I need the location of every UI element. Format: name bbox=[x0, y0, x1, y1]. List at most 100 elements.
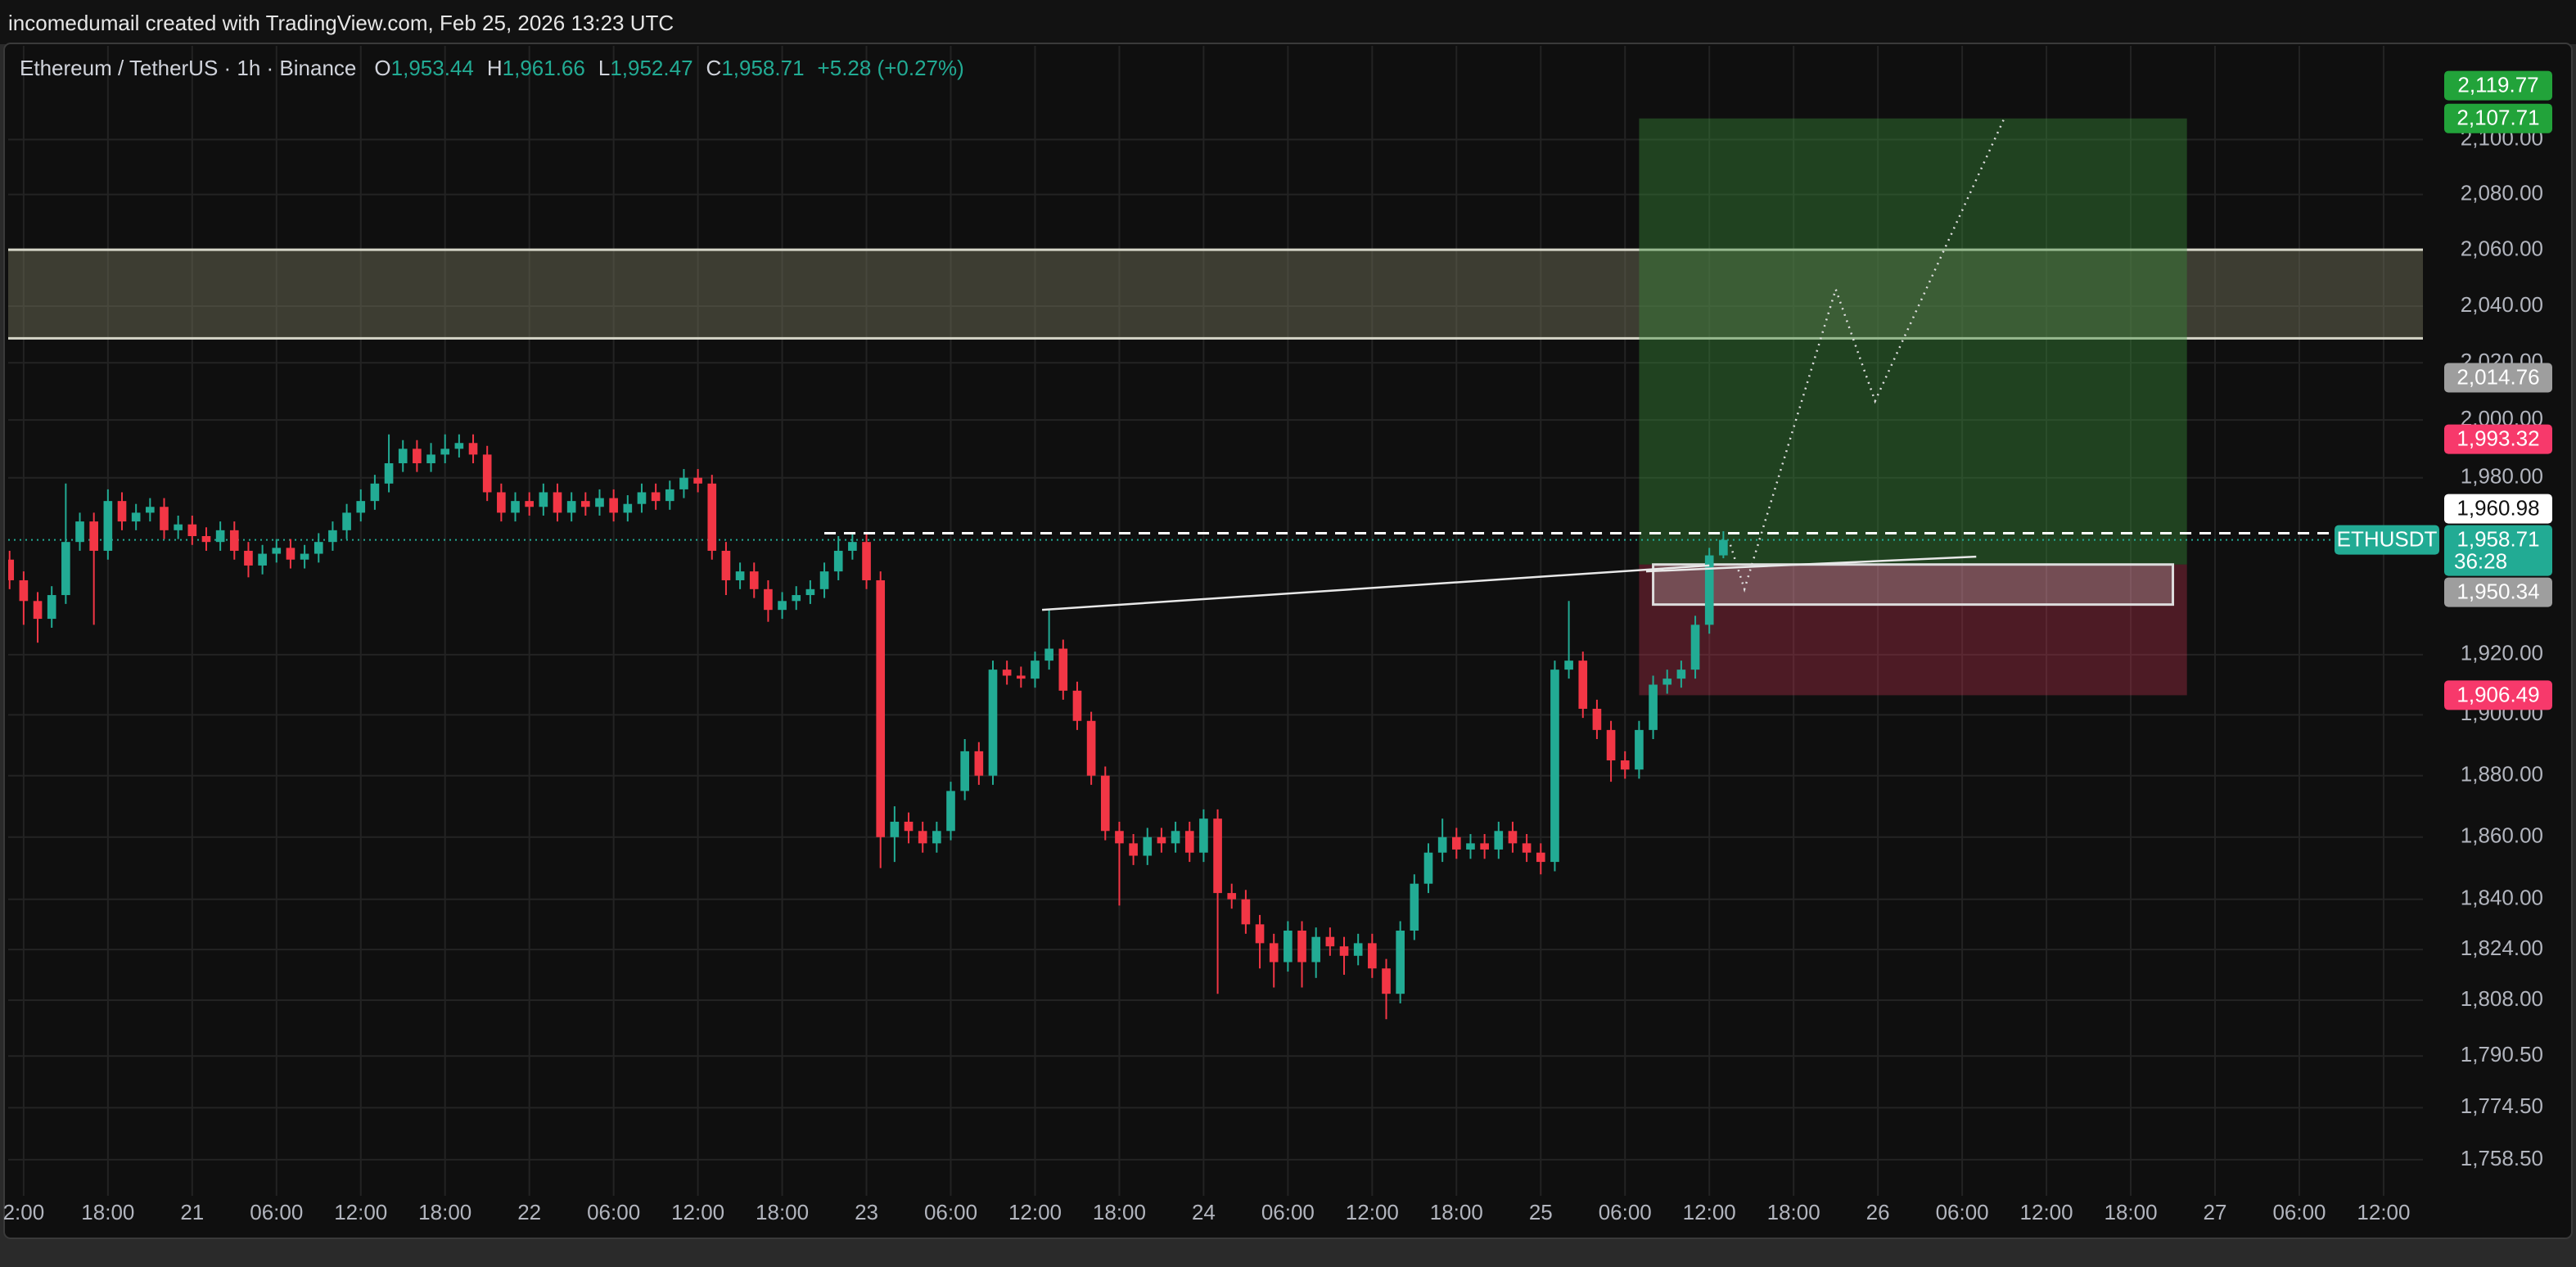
loss-zone bbox=[1639, 564, 2187, 696]
candle-body bbox=[553, 492, 562, 513]
candle-body bbox=[749, 571, 759, 589]
candle-body bbox=[229, 530, 239, 551]
candle-body bbox=[300, 553, 309, 560]
candle-body bbox=[511, 501, 520, 513]
top-bar bbox=[0, 0, 2576, 44]
candle-body bbox=[539, 492, 548, 507]
candle-body bbox=[89, 521, 99, 551]
x-tick-label: 18:00 bbox=[418, 1200, 471, 1224]
x-tick-label: 18:00 bbox=[81, 1200, 134, 1224]
candle-body bbox=[1662, 679, 1672, 685]
candle-body bbox=[1382, 968, 1391, 994]
x-tick-label: 06:00 bbox=[924, 1200, 977, 1224]
candle-body bbox=[1676, 670, 1686, 679]
price-label: 1,993.32 bbox=[2456, 426, 2539, 450]
legend-change: +5.28 (+0.27%) bbox=[818, 56, 964, 80]
x-tick-label: 21 bbox=[180, 1200, 204, 1224]
candle-body bbox=[1002, 670, 1012, 676]
candle-body bbox=[1522, 843, 1532, 853]
price-label: 2,119.77 bbox=[2457, 73, 2538, 97]
candle-body bbox=[1044, 648, 1053, 661]
candle-body bbox=[1550, 670, 1559, 863]
y-tick-label: 2,040.00 bbox=[2461, 292, 2543, 317]
y-tick-label: 1,880.00 bbox=[2461, 762, 2543, 787]
candle-body bbox=[1184, 831, 1194, 853]
candle-body bbox=[623, 503, 633, 513]
candle-body bbox=[1283, 931, 1293, 963]
legend: Ethereum / TetherUS · 1h · Binance O1,953… bbox=[20, 56, 964, 80]
legend-value: 1,961.66 bbox=[503, 56, 585, 80]
candle-body bbox=[1606, 729, 1616, 761]
candle-body bbox=[61, 542, 70, 596]
candle-body bbox=[187, 524, 197, 537]
candle-body bbox=[1437, 836, 1447, 853]
candle-body bbox=[679, 477, 688, 489]
candle-body bbox=[342, 512, 351, 530]
candle-body bbox=[805, 588, 815, 596]
x-tick-label: 12:00 bbox=[2020, 1200, 2073, 1224]
candle-body bbox=[146, 507, 155, 513]
candle-body bbox=[1100, 775, 1110, 832]
trendline bbox=[1645, 555, 1977, 573]
last-price-label: 1,958.71 bbox=[2456, 527, 2539, 552]
x-tick-label: 06:00 bbox=[1599, 1200, 1652, 1224]
candle-body bbox=[1171, 831, 1180, 844]
candle-body bbox=[215, 530, 225, 543]
candle-body bbox=[1353, 943, 1363, 956]
profit-zone bbox=[1639, 118, 2187, 565]
candle-body bbox=[819, 571, 829, 589]
last-price-label-bg bbox=[2444, 525, 2552, 576]
price-label-bg bbox=[2444, 424, 2552, 454]
countdown: 36:28 bbox=[2454, 549, 2507, 574]
candle-body bbox=[932, 831, 941, 844]
axes: 2,100.002,080.002,060.002,040.002,020.00… bbox=[3, 70, 2552, 1224]
candle-body bbox=[890, 821, 900, 837]
candle-body bbox=[792, 595, 801, 602]
candle-body bbox=[1086, 720, 1096, 776]
candle-body bbox=[1620, 760, 1630, 770]
candle-body bbox=[581, 501, 590, 507]
candle-body bbox=[1058, 648, 1068, 691]
candle-body bbox=[1719, 539, 1728, 556]
x-tick-label: 06:00 bbox=[1261, 1200, 1315, 1224]
y-tick-label: 1,808.00 bbox=[2461, 986, 2543, 1011]
candle-body bbox=[1143, 836, 1153, 856]
x-tick-label: 18:00 bbox=[1767, 1200, 1820, 1224]
x-tick-label: 12:00 bbox=[1008, 1200, 1062, 1224]
candle-body bbox=[1423, 852, 1433, 884]
candles bbox=[8, 434, 1728, 1020]
candle-body bbox=[721, 550, 731, 580]
price-label: 2,014.76 bbox=[2456, 364, 2539, 389]
candle-body bbox=[1297, 931, 1306, 963]
attribution: incomedumail created with TradingView.co… bbox=[8, 11, 674, 35]
x-tick-label: 22 bbox=[517, 1200, 541, 1224]
x-tick-label: 18:00 bbox=[1430, 1200, 1483, 1224]
candle-body bbox=[1704, 555, 1714, 625]
candle-body bbox=[1031, 661, 1040, 679]
candle-body bbox=[272, 548, 282, 554]
candle-body bbox=[1072, 690, 1082, 721]
symbol-tag: ETHUSDT bbox=[2337, 527, 2438, 552]
candle-body bbox=[482, 454, 492, 493]
candle-body bbox=[244, 550, 253, 566]
y-tick-label: 1,840.00 bbox=[2461, 886, 2543, 910]
candle-body bbox=[1227, 893, 1237, 900]
candle-body bbox=[876, 579, 886, 837]
y-tick-label: 2,080.00 bbox=[2461, 181, 2543, 205]
candle-body bbox=[398, 449, 408, 463]
candle-body bbox=[103, 501, 113, 551]
y-tick-label: 1,758.50 bbox=[2461, 1146, 2543, 1170]
y-tick-label: 1,920.00 bbox=[2461, 641, 2543, 665]
x-tick-label: 23 bbox=[855, 1200, 878, 1224]
x-tick-label: 18:00 bbox=[2105, 1200, 2158, 1224]
candle-body bbox=[764, 588, 773, 611]
price-label: 1,950.34 bbox=[2456, 579, 2539, 604]
candle-body bbox=[1451, 836, 1461, 850]
candle-body bbox=[1649, 684, 1658, 730]
candle-body bbox=[1578, 661, 1588, 709]
candle-body bbox=[904, 821, 914, 832]
legend-value: 1,952.47 bbox=[610, 56, 692, 80]
price-label-bg bbox=[2444, 577, 2552, 607]
candle-body bbox=[75, 521, 84, 543]
candle-body bbox=[735, 571, 745, 580]
